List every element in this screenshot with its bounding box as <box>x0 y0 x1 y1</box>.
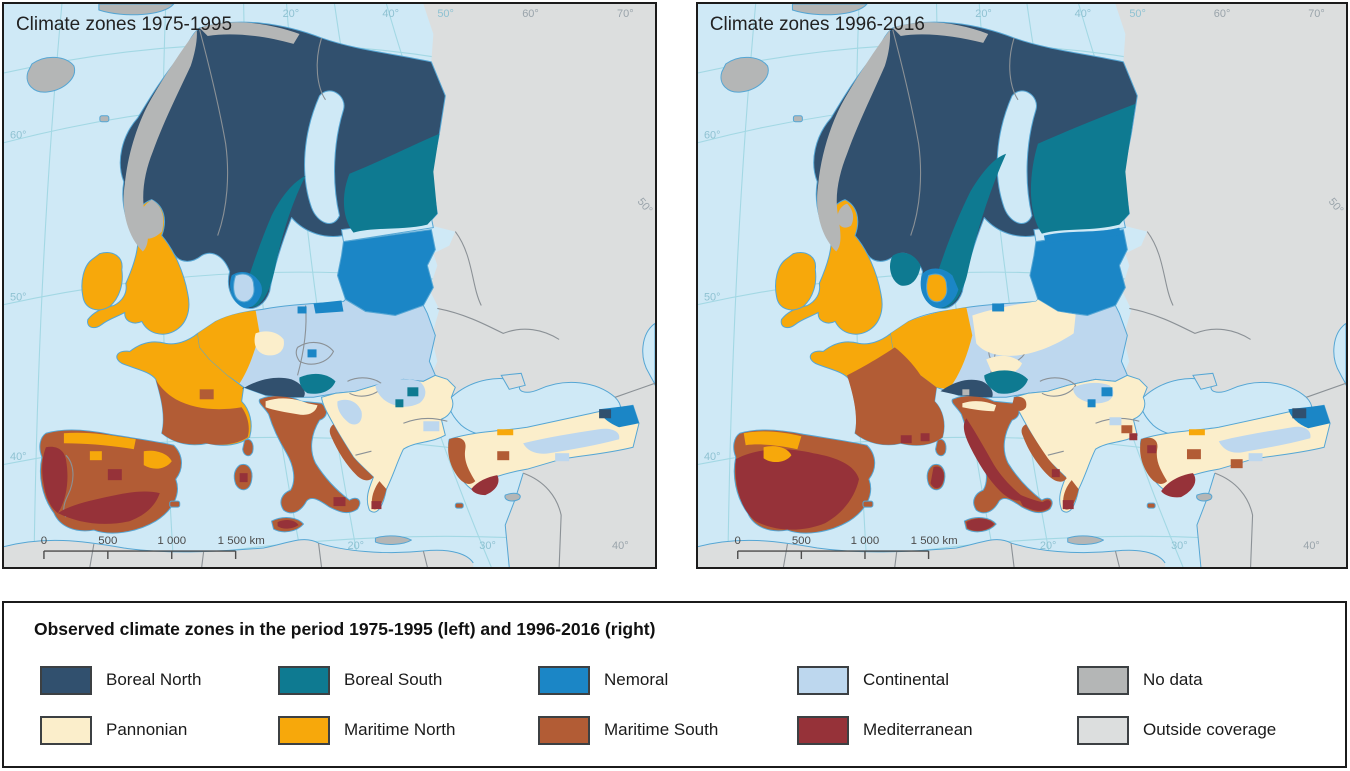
legend-swatch-boreal-south <box>278 666 330 695</box>
legend-label: Outside coverage <box>1143 720 1277 739</box>
map-title: Climate zones 1975-1995 <box>16 14 232 35</box>
map-title: Climate zones 1996-2016 <box>710 14 925 35</box>
climate-zones-1975-1995 <box>42 22 640 529</box>
legend-swatch-nemoral <box>538 666 590 695</box>
legend-label: Pannonian <box>106 720 188 739</box>
legend-label: Boreal South <box>344 670 443 689</box>
legend-label: Mediterranean <box>863 720 973 739</box>
legend: Observed climate zones in the period 197… <box>2 601 1347 768</box>
legend-label: Continental <box>863 670 950 689</box>
legend-swatch-outside-coverage <box>1077 716 1129 745</box>
legend-label: No data <box>1143 670 1203 689</box>
legend-swatch-pannonian <box>40 716 92 745</box>
map-panel-1996-2016: Climate zones 1996-2016 <box>696 2 1348 569</box>
climate-zones-1996-2016 <box>735 22 1331 531</box>
legend-swatch-maritime-south <box>538 716 590 745</box>
legend-swatch-mediterranean <box>797 716 849 745</box>
legend-label: Maritime South <box>604 720 719 739</box>
map-svg-1996-2016: Climate zones 1996-2016 <box>698 4 1346 567</box>
legend-swatch-maritime-north <box>278 716 330 745</box>
legend-label: Boreal North <box>106 670 202 689</box>
legend-title: Observed climate zones in the period 197… <box>34 619 656 639</box>
legend-swatch-boreal-north <box>40 666 92 695</box>
map-panel-1975-1995: Climate zones 1975-1995 <box>2 2 657 569</box>
legend-label: Nemoral <box>604 670 669 689</box>
legend-swatch-no-data <box>1077 666 1129 695</box>
legend-swatch-continental <box>797 666 849 695</box>
legend-label: Maritime North <box>344 720 456 739</box>
map-svg-1975-1995: Climate zones 1975-1995 <box>4 4 655 567</box>
